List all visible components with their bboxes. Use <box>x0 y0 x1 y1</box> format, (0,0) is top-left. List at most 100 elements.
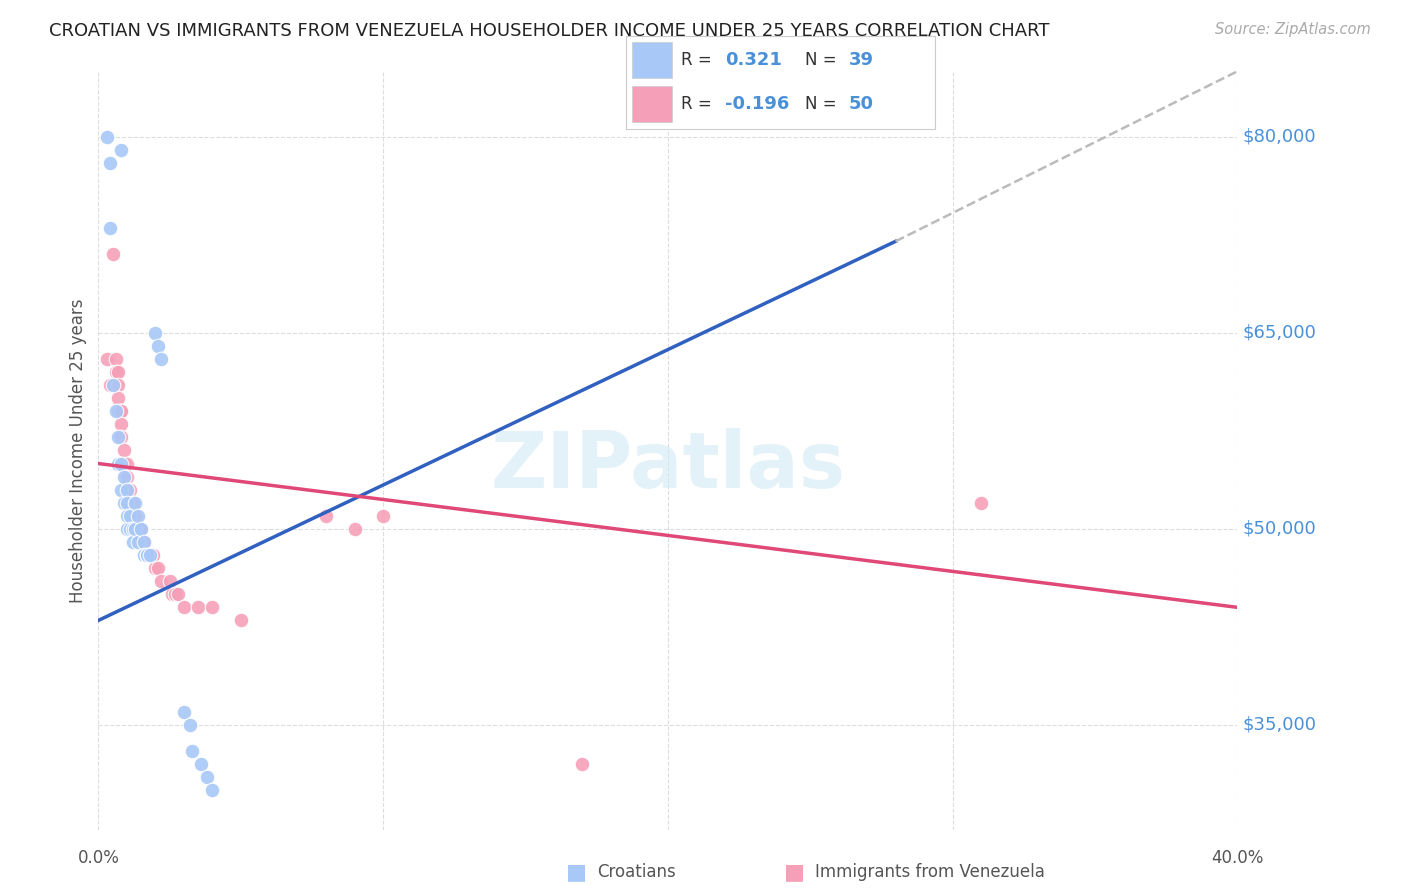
Point <box>115 483 138 497</box>
Bar <box>631 87 672 122</box>
Text: Immigrants from Venezuela: Immigrants from Venezuela <box>815 863 1045 881</box>
Y-axis label: Householder Income Under 25 years: Householder Income Under 25 years <box>69 298 87 603</box>
Point <box>571 757 593 772</box>
Point <box>132 548 155 562</box>
Point <box>104 404 127 418</box>
Point <box>98 221 121 235</box>
Point <box>187 600 209 615</box>
Point <box>101 247 124 261</box>
Point <box>150 574 173 589</box>
Text: Croatians: Croatians <box>598 863 676 881</box>
Point <box>138 548 160 562</box>
Text: 40.0%: 40.0% <box>1211 849 1264 867</box>
Point <box>148 561 170 575</box>
Point <box>98 156 121 170</box>
Point <box>201 783 224 797</box>
Point <box>141 548 163 562</box>
Point <box>107 404 129 418</box>
Point <box>179 718 201 732</box>
Point <box>115 522 138 536</box>
Point <box>112 457 135 471</box>
Point <box>970 496 993 510</box>
Point <box>173 705 195 719</box>
Point <box>135 548 157 562</box>
Point <box>104 365 127 379</box>
Point <box>118 496 141 510</box>
Point <box>118 483 141 497</box>
Point <box>124 522 146 536</box>
Point <box>121 508 143 523</box>
Text: ■: ■ <box>785 863 804 882</box>
Point <box>118 522 141 536</box>
Point <box>173 600 195 615</box>
Point <box>124 496 146 510</box>
Point <box>135 548 157 562</box>
Point <box>148 339 170 353</box>
Point <box>129 522 152 536</box>
Text: Source: ZipAtlas.com: Source: ZipAtlas.com <box>1215 22 1371 37</box>
Point <box>145 326 167 340</box>
Point <box>162 587 184 601</box>
Point <box>343 522 366 536</box>
Point <box>118 496 141 510</box>
Point <box>112 443 135 458</box>
Text: ■: ■ <box>567 863 586 882</box>
Point <box>107 457 129 471</box>
Point <box>101 378 124 392</box>
Point <box>127 522 149 536</box>
Point <box>121 496 143 510</box>
Point <box>167 587 190 601</box>
Point <box>110 457 132 471</box>
Point <box>110 430 132 444</box>
Text: $50,000: $50,000 <box>1243 520 1317 538</box>
Point <box>138 548 160 562</box>
Point <box>315 508 337 523</box>
Point <box>110 143 132 157</box>
Point <box>165 587 187 601</box>
Point <box>115 496 138 510</box>
Point <box>107 378 129 392</box>
Point <box>115 469 138 483</box>
Text: 39: 39 <box>848 51 873 69</box>
Point <box>132 535 155 549</box>
Point <box>159 574 181 589</box>
Point <box>118 508 141 523</box>
Text: $80,000: $80,000 <box>1243 128 1316 145</box>
Point <box>112 496 135 510</box>
Point <box>190 757 212 772</box>
Point <box>181 744 204 758</box>
Point <box>127 535 149 549</box>
Point <box>112 469 135 483</box>
Text: N =: N = <box>806 95 842 113</box>
Point <box>121 522 143 536</box>
Point <box>96 351 118 366</box>
Point <box>107 430 129 444</box>
Point <box>110 483 132 497</box>
Point <box>127 522 149 536</box>
Point <box>127 508 149 523</box>
Point <box>195 770 218 784</box>
Bar <box>631 42 672 78</box>
Text: 0.321: 0.321 <box>724 51 782 69</box>
Point <box>107 365 129 379</box>
Point <box>121 535 143 549</box>
Point <box>124 522 146 536</box>
Point <box>115 483 138 497</box>
Point <box>110 404 132 418</box>
Point <box>145 561 167 575</box>
Text: R =: R = <box>682 51 717 69</box>
Point <box>150 351 173 366</box>
Point <box>96 129 118 144</box>
Point <box>124 508 146 523</box>
Text: $35,000: $35,000 <box>1243 716 1317 734</box>
Point <box>110 404 132 418</box>
Text: N =: N = <box>806 51 842 69</box>
Point <box>121 508 143 523</box>
Point <box>98 378 121 392</box>
Text: CROATIAN VS IMMIGRANTS FROM VENEZUELA HOUSEHOLDER INCOME UNDER 25 YEARS CORRELAT: CROATIAN VS IMMIGRANTS FROM VENEZUELA HO… <box>49 22 1050 40</box>
Point <box>115 457 138 471</box>
Text: R =: R = <box>682 95 717 113</box>
Point <box>104 351 127 366</box>
Point <box>135 548 157 562</box>
Text: 50: 50 <box>848 95 873 113</box>
